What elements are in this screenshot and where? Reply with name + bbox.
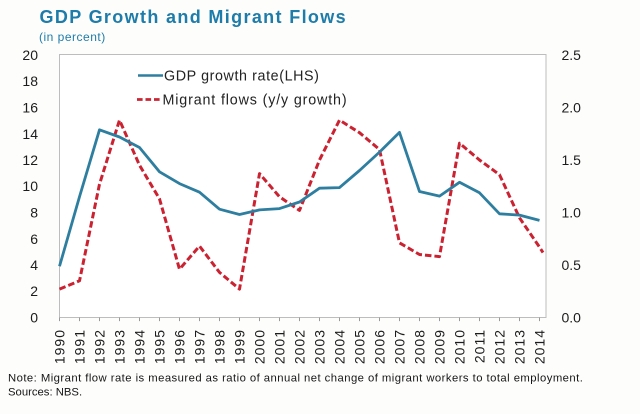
svg-text:2008: 2008 <box>412 329 428 364</box>
svg-text:1.0: 1.0 <box>562 205 582 221</box>
svg-text:2.0: 2.0 <box>562 100 582 116</box>
svg-text:2.5: 2.5 <box>562 47 582 63</box>
svg-text:1996: 1996 <box>172 329 188 364</box>
svg-text:2009: 2009 <box>432 329 448 364</box>
svg-text:0.5: 0.5 <box>562 257 582 273</box>
svg-text:0.0: 0.0 <box>562 310 582 326</box>
svg-text:2000: 2000 <box>252 329 268 364</box>
svg-text:2014: 2014 <box>532 329 548 364</box>
svg-text:2002: 2002 <box>292 329 308 364</box>
svg-text:2011: 2011 <box>472 329 488 363</box>
svg-text:Sources: NBS.: Sources: NBS. <box>8 387 82 399</box>
svg-text:16: 16 <box>22 100 38 116</box>
svg-text:4: 4 <box>30 257 38 273</box>
svg-text:2013: 2013 <box>512 329 528 364</box>
svg-text:Migrant flows (y/y growth): Migrant flows (y/y growth) <box>163 93 348 109</box>
svg-text:Note: Migrant flow rate is mea: Note: Migrant flow rate is measured as r… <box>8 373 583 385</box>
svg-text:2003: 2003 <box>312 329 328 364</box>
svg-text:2001: 2001 <box>272 329 288 364</box>
svg-text:1992: 1992 <box>92 329 108 364</box>
svg-text:2005: 2005 <box>352 329 368 364</box>
svg-text:12: 12 <box>22 152 38 168</box>
svg-text:2007: 2007 <box>392 329 408 364</box>
svg-text:10: 10 <box>22 178 38 194</box>
svg-text:1993: 1993 <box>112 329 128 364</box>
svg-text:20: 20 <box>22 47 38 63</box>
svg-text:1990: 1990 <box>52 329 68 364</box>
svg-text:1991: 1991 <box>72 329 88 364</box>
svg-text:2006: 2006 <box>372 329 388 364</box>
svg-text:14: 14 <box>22 126 38 142</box>
svg-text:1995: 1995 <box>152 329 168 364</box>
svg-text:2012: 2012 <box>492 329 508 364</box>
svg-text:18: 18 <box>22 73 38 89</box>
svg-text:1997: 1997 <box>192 329 208 364</box>
svg-text:1994: 1994 <box>132 329 148 364</box>
svg-text:GDP growth rate(LHS): GDP growth rate(LHS) <box>164 69 320 85</box>
svg-text:2010: 2010 <box>452 329 468 364</box>
svg-text:1999: 1999 <box>232 329 248 364</box>
svg-text:6: 6 <box>30 231 38 247</box>
svg-text:GDP Growth and Migrant Flows: GDP Growth and Migrant Flows <box>40 7 347 27</box>
svg-text:1.5: 1.5 <box>562 152 582 168</box>
svg-text:0: 0 <box>30 310 38 326</box>
svg-text:2004: 2004 <box>332 329 348 364</box>
svg-text:(in percent): (in percent) <box>39 30 106 44</box>
svg-text:2: 2 <box>30 283 38 299</box>
svg-text:1998: 1998 <box>212 329 228 364</box>
svg-text:8: 8 <box>30 205 38 221</box>
